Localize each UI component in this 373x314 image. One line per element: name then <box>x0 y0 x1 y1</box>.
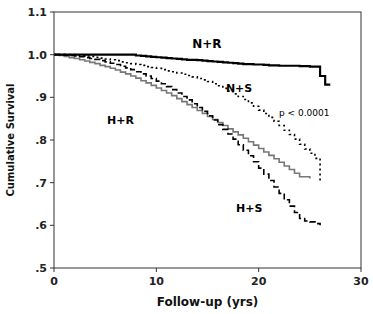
step-line <box>54 55 330 85</box>
chart-container: 0 10 20 30 .5 .6 .7 .8 .9 1.0 1.1 Follow-up (yrs) Cu… <box>0 0 373 314</box>
x-tick <box>361 268 362 272</box>
step-line <box>54 55 320 226</box>
x-tick-label: 30 <box>353 275 369 288</box>
y-axis-label: Cumulative Survival <box>5 83 16 196</box>
x-tick-label: 20 <box>251 275 267 288</box>
y-tick <box>50 140 54 141</box>
x-tick <box>258 268 259 272</box>
x-tick-label: 10 <box>149 275 165 288</box>
curve-label: N+R <box>192 37 221 51</box>
curve-label: N+S <box>226 82 252 95</box>
y-tick <box>50 268 54 269</box>
y-tick-label: .5 <box>35 262 47 275</box>
y-tick-label: 1.0 <box>28 49 48 62</box>
x-tick <box>156 268 157 272</box>
curve-label: H+S <box>236 202 262 215</box>
y-tick <box>50 97 54 98</box>
axes: 0 10 20 30 .5 .6 .7 .8 .9 1.0 1.1 <box>28 6 369 288</box>
y-tick-label: 1.1 <box>28 6 48 19</box>
step-line <box>54 55 320 183</box>
y-tick-label: .6 <box>35 219 47 232</box>
y-tick-label: .9 <box>35 91 47 104</box>
curve-labels: H+R H+S N+S N+R <box>107 37 262 216</box>
y-tick <box>50 54 54 55</box>
x-tick <box>54 268 55 272</box>
x-axis-label: Follow-up (yrs) <box>157 295 259 309</box>
y-tick-label: .7 <box>35 177 47 190</box>
y-tick <box>50 225 54 226</box>
y-tick <box>50 182 54 183</box>
chart-svg: 0 10 20 30 .5 .6 .7 .8 .9 1.0 1.1 Follow-up (yrs) Cu… <box>0 0 373 314</box>
plot-data <box>54 55 330 226</box>
y-tick <box>50 12 54 13</box>
x-tick-label: 0 <box>50 275 58 288</box>
curve-label: H+R <box>107 114 134 127</box>
y-tick-label: .8 <box>35 134 47 147</box>
plot-frame <box>54 12 361 268</box>
annotation: p < 0.0001 <box>279 108 329 118</box>
